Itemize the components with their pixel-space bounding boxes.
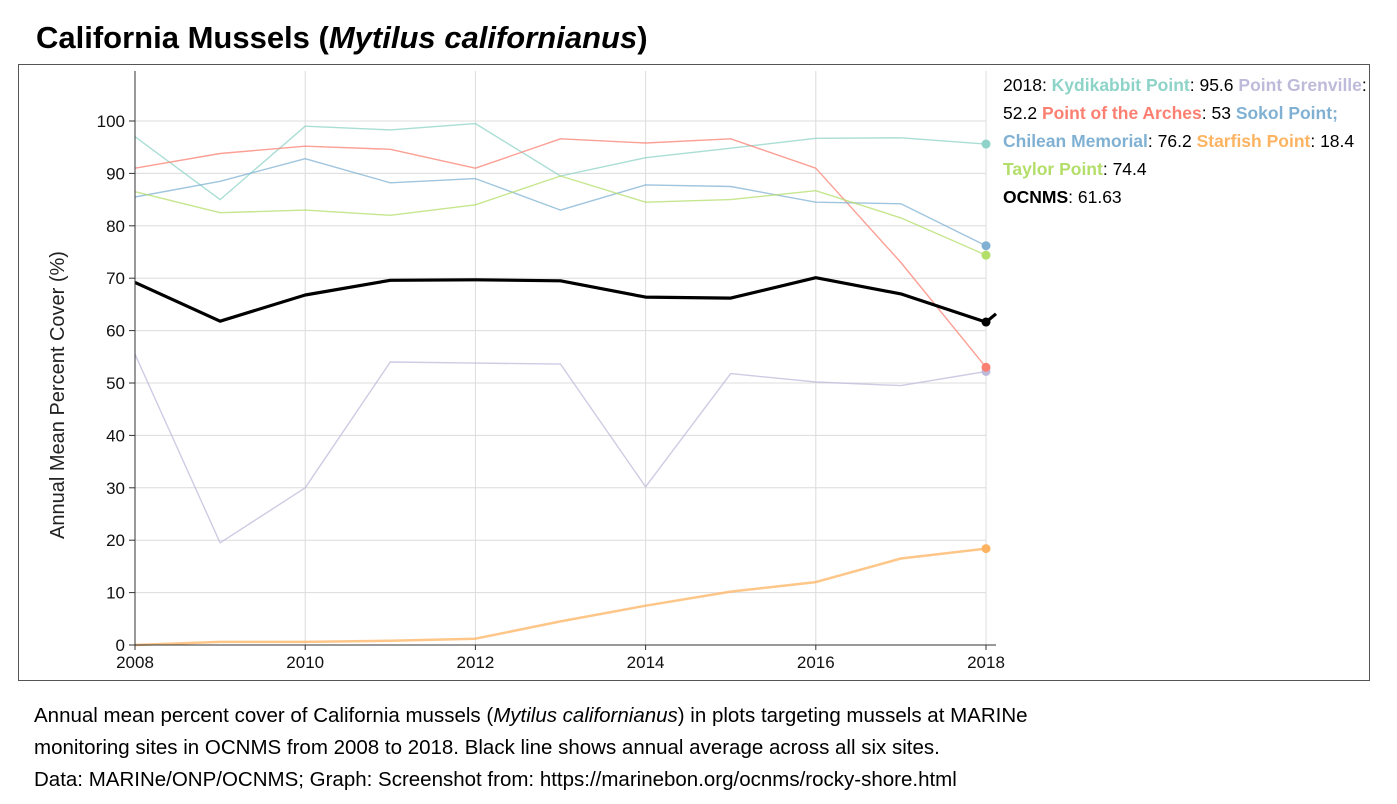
legend-name-ocnms: OCNMS	[1003, 187, 1069, 207]
endpoint-marker-sokol-point-chilean-memorial	[981, 241, 991, 251]
y-tick-label: 40	[106, 426, 125, 445]
title-suffix: )	[637, 20, 648, 55]
y-tick-label: 10	[106, 584, 125, 603]
axes: 0 10 20 30 40 50 60 70 80 90 100 2008 2010 2012 2014 20…	[47, 71, 1005, 672]
legend-name-starfish: Starfish Point	[1196, 131, 1311, 151]
y-tick-label: 20	[106, 531, 125, 550]
y-tick-label: 50	[106, 374, 125, 393]
caption-line1-prefix: Annual mean percent cover of California …	[34, 704, 494, 727]
y-tick-label: 70	[106, 269, 125, 288]
legend-value-grenville: 52.2	[1003, 103, 1038, 123]
series-line-taylor-point	[134, 175, 987, 256]
y-tick-label: 0	[116, 636, 125, 655]
y-tick-label: 90	[106, 164, 125, 183]
y-tick-label: 30	[106, 479, 125, 498]
y-axis-label: Annual Mean Percent Cover (%)	[47, 251, 69, 539]
series-line-sokol-point-chilean-memorial	[134, 157, 987, 247]
y-tick-label: 60	[106, 322, 125, 341]
legend-value-kydikabbit: 95.6	[1199, 75, 1234, 95]
legend-value-arches: 53	[1211, 103, 1231, 123]
chart-frame	[18, 64, 1370, 681]
caption-line1-suffix: ) in plots targeting mussels at MARINe	[677, 704, 1028, 727]
legend-value-taylor: 74.4	[1112, 159, 1147, 179]
x-tick-label: 2008	[116, 653, 154, 672]
series-line-point-grenville	[134, 353, 987, 544]
legend-name-arches: Point of the Arches	[1041, 103, 1202, 123]
line-chart: 0 10 20 30 40 50 60 70 80 90 100 2008 2010 2012 2014 20…	[47, 71, 1005, 672]
y-tick-label: 80	[106, 217, 125, 236]
series-lines	[134, 122, 998, 647]
endpoint-marker-starfish-point	[981, 544, 991, 554]
caption-line1-species: Mytilus californianus	[493, 704, 678, 727]
caption-line-2: monitoring sites in OCNMS from 2008 to 2…	[34, 736, 940, 759]
x-tick-label: 2012	[456, 653, 494, 672]
legend-name-taylor: Taylor Point	[1003, 159, 1103, 179]
caption-line-1: Annual mean percent cover of California …	[34, 700, 1374, 732]
legend-value-starfish: 18.4	[1320, 131, 1355, 151]
endpoint-marker-taylor-point	[981, 250, 991, 260]
legend-name-grenville: Point Grenville	[1238, 75, 1362, 95]
legend-name-kydikabbit: Kydikabbit Point	[1051, 75, 1190, 95]
x-tick-label: 2018	[967, 653, 1005, 672]
x-tick-label: 2014	[627, 653, 665, 672]
caption-line-3: Data: MARINe/ONP/OCNMS; Graph: Screensho…	[34, 768, 957, 791]
title-species: Mytilus californianus	[328, 20, 638, 55]
endpoint-marker-kydikabbit-point	[981, 139, 991, 149]
series-line-ocnms	[134, 276, 998, 324]
series-line-starfish-point	[134, 547, 987, 647]
legend-value-ocnms: 61.63	[1077, 187, 1122, 207]
x-tick-label: 2010	[286, 653, 324, 672]
legend-name-sokol: Sokol Point; Chilean Memorial	[1003, 103, 1338, 151]
legend: 2018: Kydikabbit Point: 95.6 Point Grenv…	[1003, 75, 1367, 207]
legend-value-sokol: 76.2	[1157, 131, 1192, 151]
y-tick-label: 100	[97, 112, 125, 131]
figure-caption: Annual mean percent cover of California …	[34, 700, 1374, 796]
legend-year: 2018	[1003, 75, 1042, 95]
x-tick-label: 2016	[797, 653, 835, 672]
title-prefix: California Mussels (	[36, 20, 329, 55]
endpoint-marker-point-of-the-arches	[981, 362, 991, 372]
series-line-kydikabbit-point	[134, 122, 987, 201]
chart-title: California Mussels (Mytilus californianu…	[36, 20, 648, 56]
grid	[134, 71, 987, 646]
endpoint-marker-ocnms	[981, 317, 991, 327]
